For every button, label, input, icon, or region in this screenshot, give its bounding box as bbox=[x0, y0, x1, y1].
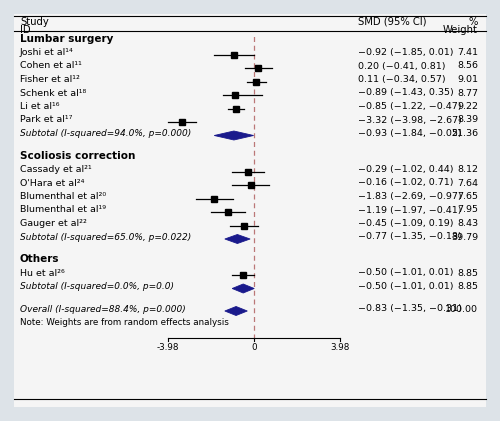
Text: Li et al¹⁶: Li et al¹⁶ bbox=[20, 102, 59, 111]
Text: Others: Others bbox=[20, 255, 59, 264]
Text: Park et al¹⁷: Park et al¹⁷ bbox=[20, 115, 72, 125]
Text: Cohen et al¹¹: Cohen et al¹¹ bbox=[20, 61, 82, 70]
Polygon shape bbox=[225, 234, 250, 243]
Text: Study: Study bbox=[20, 17, 49, 27]
Text: 0.20 (−0.41, 0.81): 0.20 (−0.41, 0.81) bbox=[358, 61, 446, 70]
Text: 3.98: 3.98 bbox=[330, 343, 349, 352]
Text: 100.00: 100.00 bbox=[445, 304, 478, 314]
Text: −0.50 (−1.01, 0.01): −0.50 (−1.01, 0.01) bbox=[358, 269, 454, 277]
Polygon shape bbox=[214, 131, 254, 140]
Text: Schenk et al¹⁸: Schenk et al¹⁸ bbox=[20, 88, 86, 98]
Text: Overall (I-squared=88.4%, p=0.000): Overall (I-squared=88.4%, p=0.000) bbox=[20, 304, 186, 314]
Text: 8.12: 8.12 bbox=[457, 165, 478, 174]
Text: Joshi et al¹⁴: Joshi et al¹⁴ bbox=[20, 48, 74, 57]
Text: −0.93 (−1.84, −0.02): −0.93 (−1.84, −0.02) bbox=[358, 129, 462, 138]
Text: -3.98: -3.98 bbox=[157, 343, 179, 352]
Text: Subtotal (I-squared=65.0%, p=0.022): Subtotal (I-squared=65.0%, p=0.022) bbox=[20, 232, 191, 242]
Text: 9.22: 9.22 bbox=[457, 102, 478, 111]
Polygon shape bbox=[225, 306, 248, 315]
Text: 8.85: 8.85 bbox=[457, 282, 478, 291]
Text: −0.45 (−1.09, 0.19): −0.45 (−1.09, 0.19) bbox=[358, 219, 454, 228]
Text: 7.41: 7.41 bbox=[457, 48, 478, 57]
Text: ID: ID bbox=[20, 25, 30, 35]
Text: Scoliosis correction: Scoliosis correction bbox=[20, 151, 136, 161]
Text: Cassady et al²¹: Cassady et al²¹ bbox=[20, 165, 92, 174]
Text: Fisher et al¹²: Fisher et al¹² bbox=[20, 75, 80, 84]
Text: Subtotal (I-squared=0.0%, p=0.0): Subtotal (I-squared=0.0%, p=0.0) bbox=[20, 282, 174, 291]
Text: 0.11 (−0.34, 0.57): 0.11 (−0.34, 0.57) bbox=[358, 75, 446, 84]
Text: 8.39: 8.39 bbox=[457, 115, 478, 125]
Text: −0.83 (−1.35, −0.31): −0.83 (−1.35, −0.31) bbox=[358, 304, 462, 314]
Text: Gauger et al²²: Gauger et al²² bbox=[20, 219, 87, 228]
Text: −0.16 (−1.02, 0.71): −0.16 (−1.02, 0.71) bbox=[358, 179, 454, 187]
Text: %: % bbox=[468, 17, 478, 27]
Text: Note: Weights are from random effects analysis: Note: Weights are from random effects an… bbox=[20, 318, 229, 327]
Text: −1.19 (−1.97, −0.41): −1.19 (−1.97, −0.41) bbox=[358, 205, 462, 215]
Text: Blumenthal et al¹⁹: Blumenthal et al¹⁹ bbox=[20, 205, 106, 215]
Text: −0.77 (−1.35, −0.18): −0.77 (−1.35, −0.18) bbox=[358, 232, 462, 242]
Text: 39.79: 39.79 bbox=[451, 232, 478, 242]
Text: Weight: Weight bbox=[443, 25, 478, 35]
Text: 51.36: 51.36 bbox=[451, 129, 478, 138]
Text: −0.92 (−1.85, 0.01): −0.92 (−1.85, 0.01) bbox=[358, 48, 454, 57]
Text: 8.77: 8.77 bbox=[457, 88, 478, 98]
Text: SMD (95% CI): SMD (95% CI) bbox=[358, 17, 426, 27]
Text: Blumenthal et al²⁰: Blumenthal et al²⁰ bbox=[20, 192, 106, 201]
Text: O'Hara et al²⁴: O'Hara et al²⁴ bbox=[20, 179, 84, 187]
Text: −3.32 (−3.98, −2.67): −3.32 (−3.98, −2.67) bbox=[358, 115, 462, 125]
Text: 8.43: 8.43 bbox=[457, 219, 478, 228]
Text: −0.89 (−1.43, 0.35): −0.89 (−1.43, 0.35) bbox=[358, 88, 454, 98]
Text: 9.01: 9.01 bbox=[457, 75, 478, 84]
Polygon shape bbox=[232, 284, 254, 293]
Text: 7.65: 7.65 bbox=[457, 192, 478, 201]
Text: −0.85 (−1.22, −0.47): −0.85 (−1.22, −0.47) bbox=[358, 102, 462, 111]
Text: −0.29 (−1.02, 0.44): −0.29 (−1.02, 0.44) bbox=[358, 165, 454, 174]
Text: 7.64: 7.64 bbox=[457, 179, 478, 187]
Text: Lumbar surgery: Lumbar surgery bbox=[20, 34, 114, 44]
Text: 8.56: 8.56 bbox=[457, 61, 478, 70]
Text: −0.50 (−1.01, 0.01): −0.50 (−1.01, 0.01) bbox=[358, 282, 454, 291]
Text: −1.83 (−2.69, −0.97): −1.83 (−2.69, −0.97) bbox=[358, 192, 462, 201]
Text: 8.85: 8.85 bbox=[457, 269, 478, 277]
Text: Hu et al²⁶: Hu et al²⁶ bbox=[20, 269, 65, 277]
Text: 7.95: 7.95 bbox=[457, 205, 478, 215]
Text: 0: 0 bbox=[251, 343, 257, 352]
Text: Subtotal (I-squared=94.0%, p=0.000): Subtotal (I-squared=94.0%, p=0.000) bbox=[20, 129, 191, 138]
